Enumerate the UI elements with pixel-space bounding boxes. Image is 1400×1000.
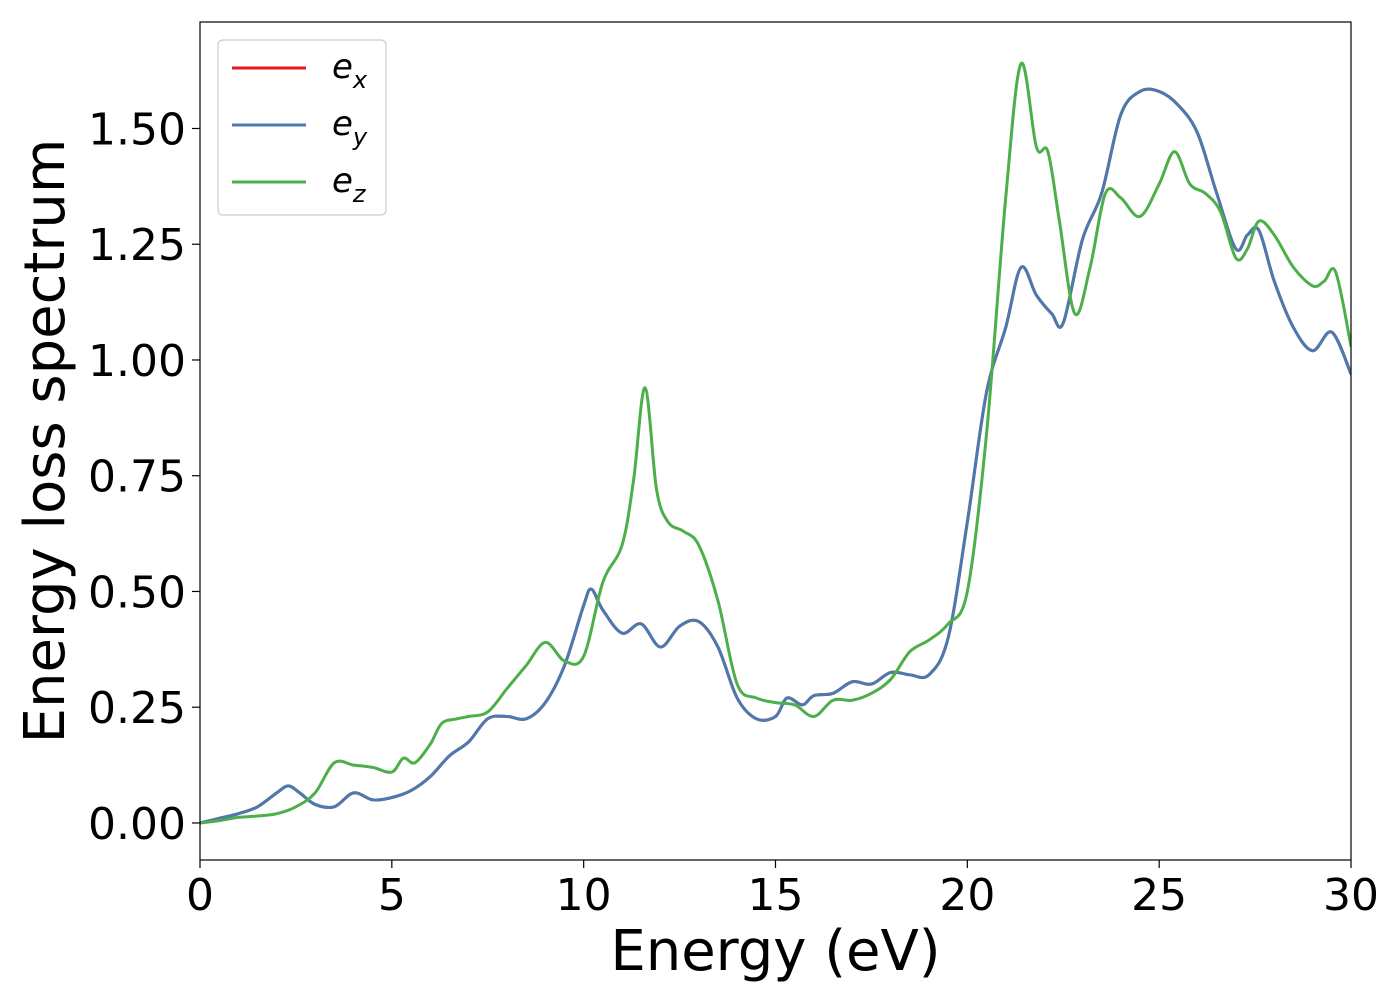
y-axis-label: Energy loss spectrum	[13, 139, 78, 744]
y-tick-label: 0.50	[88, 567, 186, 618]
legend-box	[217, 39, 387, 216]
x-tick-label: 30	[1323, 870, 1379, 921]
y-axis-ticks: 0.00 0.25 0.50 0.75 1.00 1.25 1.50	[88, 104, 200, 850]
series-lines	[200, 61, 1351, 825]
x-tick-label: 25	[1131, 870, 1187, 921]
legend-label-base: e	[332, 161, 353, 201]
legend-label-x: ex	[332, 47, 368, 94]
legend-label-base: e	[332, 104, 353, 144]
series-line-ey	[200, 87, 1351, 825]
x-axis-label: Energy (eV)	[610, 919, 940, 984]
x-tick-label: 20	[939, 870, 995, 921]
legend-label-subscript: y	[352, 123, 368, 151]
y-tick-label: 1.25	[88, 220, 186, 271]
x-axis-ticks: 0 5 10 15 20 25 30	[186, 860, 1379, 921]
x-tick-label: 0	[186, 870, 214, 921]
series-line-ez	[200, 61, 1351, 825]
y-tick-label: 0.75	[88, 452, 186, 503]
legend-label-z: ez	[332, 161, 367, 208]
legend-label-y: ey	[332, 104, 368, 151]
x-tick-label: 5	[378, 870, 406, 921]
y-tick-label: 0.00	[88, 799, 186, 850]
legend-label-subscript: z	[352, 180, 367, 208]
legend-label-subscript: x	[352, 66, 368, 94]
y-tick-label: 1.00	[88, 336, 186, 387]
x-tick-label: 10	[556, 870, 612, 921]
y-tick-label: 1.50	[88, 104, 186, 155]
legend-label-base: e	[332, 47, 353, 87]
x-tick-label: 15	[748, 870, 804, 921]
y-tick-label: 0.25	[88, 683, 186, 734]
